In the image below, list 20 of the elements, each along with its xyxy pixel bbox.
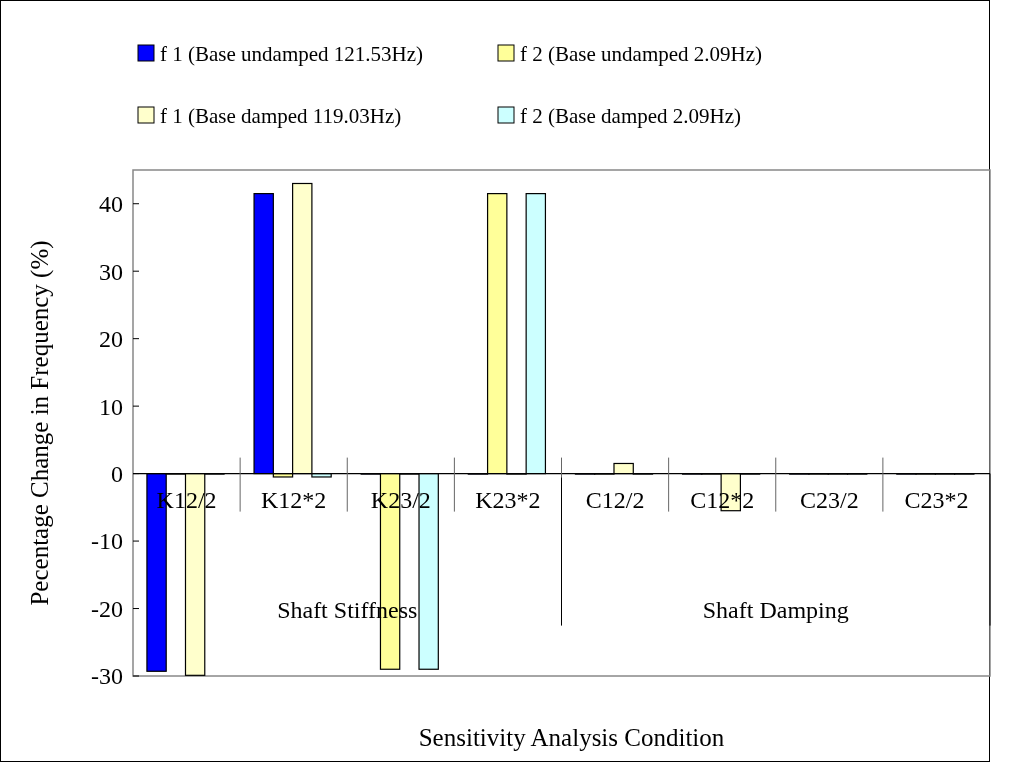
y-tick-label: -30 [91, 663, 123, 690]
x-tick-label: C23/2 [799, 486, 859, 513]
x-axis-title: Sensitivity Analysis Condition [418, 724, 725, 751]
y-tick-label: -10 [91, 528, 123, 555]
x-tick-label: C23*2 [904, 486, 969, 513]
x-tick-label: C12/2 [585, 486, 645, 513]
y-tick-label: 30 [99, 258, 123, 285]
y-tick-label: -20 [91, 595, 123, 622]
x-tick-label: K23*2 [475, 486, 541, 513]
legend-label: f 1 (Base damped 119.03Hz) [160, 104, 402, 129]
y-tick-label: 20 [99, 326, 123, 353]
x-tick-label: K12*2 [261, 486, 327, 513]
y-tick-label: 40 [99, 191, 123, 218]
y-tick-label: 0 [111, 461, 123, 487]
annotation: Shaft Damping [702, 596, 849, 623]
y-axis-title: Pecentage Change in Frequency (%) [26, 240, 54, 606]
legend-label: f 1 (Base undamped 121.53Hz) [160, 42, 424, 67]
legend-label: f 2 (Base damped 2.09Hz) [520, 104, 742, 129]
y-tick-label: 10 [99, 393, 123, 420]
legend-label: f 2 (Base undamped 2.09Hz) [520, 42, 763, 67]
